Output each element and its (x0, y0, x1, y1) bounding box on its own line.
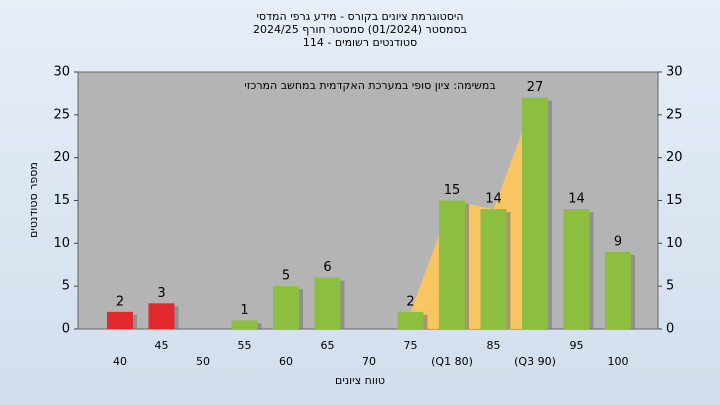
x-tick-label: 85 (487, 339, 501, 352)
value-label: 1 (240, 303, 248, 318)
bar (273, 286, 299, 329)
value-label: 5 (282, 269, 290, 284)
value-label: 15 (444, 183, 461, 198)
bar (314, 277, 341, 329)
chart-title: היסטוגרמת ציונים בקורס - מידע גרפי המדסי (256, 10, 463, 23)
y2-tick-label: 5 (666, 279, 674, 294)
y2-tick-label: 25 (666, 107, 683, 122)
x-tick-label: 50 (196, 355, 210, 368)
x-tick-label: 70 (362, 355, 376, 368)
x-axis-label: טווח ציונים (335, 374, 385, 387)
y-tick-label: 25 (53, 107, 70, 122)
value-label: 14 (485, 192, 502, 207)
bar (563, 209, 590, 329)
y2-tick-label: 30 (666, 65, 683, 80)
bar (522, 97, 548, 329)
value-label: 3 (157, 286, 165, 301)
bar (107, 311, 133, 329)
bar (439, 200, 465, 329)
y-tick-label: 15 (53, 193, 70, 208)
x-tick-label: (Q3 90) (514, 355, 556, 368)
x-tick-label: 75 (404, 339, 418, 352)
value-label: 14 (568, 192, 585, 207)
x-tick-label: 40 (113, 355, 127, 368)
y-axis-label: מספר סטודנטים (27, 162, 40, 238)
y2-tick-label: 20 (666, 150, 683, 165)
bar (480, 209, 507, 329)
y2-tick-label: 15 (666, 193, 683, 208)
x-tick-label: (Q1 80) (431, 355, 473, 368)
bar (148, 303, 175, 329)
y-tick-label: 10 (53, 236, 70, 251)
x-tick-label: 65 (321, 339, 335, 352)
value-label: 2 (116, 294, 124, 309)
x-tick-label: 100 (608, 355, 629, 368)
y-tick-label: 20 (53, 150, 70, 165)
chart-subtitle: סטודנטים רשומים - 114 (303, 36, 417, 49)
x-tick-label: 45 (155, 339, 169, 352)
value-label: 2 (406, 294, 414, 309)
plot-area (77, 71, 659, 330)
value-label: 6 (323, 260, 331, 275)
bar (397, 311, 424, 329)
bar (231, 320, 258, 329)
annotation: במשימה: ציון סופי במערכת האקדמית במחשב ה… (244, 79, 495, 92)
value-label: 27 (527, 80, 544, 95)
x-tick-label: 55 (238, 339, 252, 352)
y-tick-label: 5 (62, 279, 70, 294)
y2-tick-label: 0 (666, 322, 674, 337)
x-tick-label: 60 (279, 355, 293, 368)
chart-subtitle: בסמסטר (01/2024) סמסטר חורף 2024/25 (253, 23, 467, 36)
y-tick-label: 0 (62, 322, 70, 337)
y2-tick-label: 10 (666, 236, 683, 251)
bar (605, 251, 631, 329)
value-label: 9 (614, 234, 622, 249)
x-tick-label: 95 (570, 339, 584, 352)
y-tick-label: 30 (53, 65, 70, 80)
